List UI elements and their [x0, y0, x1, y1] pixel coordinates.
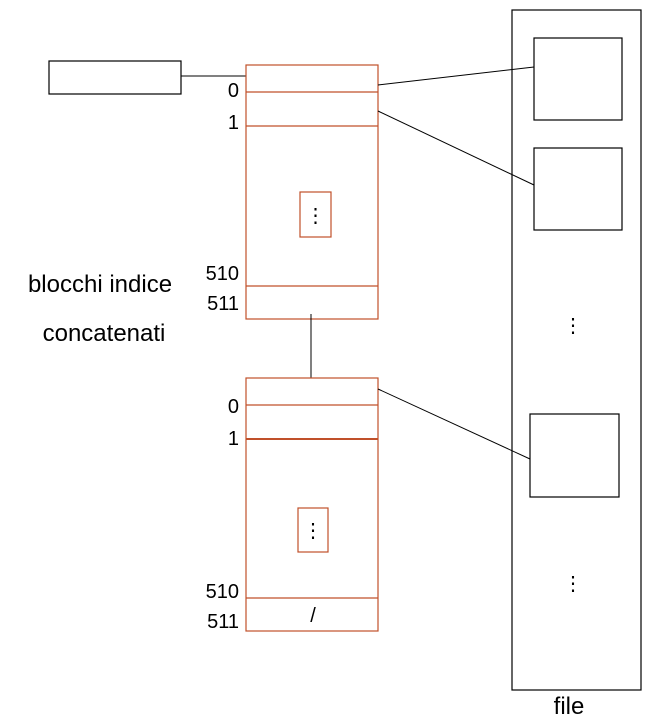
index-block-2: ⋮ / — [245, 377, 379, 632]
file-data-block-3 — [529, 413, 620, 498]
index-block-1-frame — [245, 64, 379, 320]
file-label: file — [554, 693, 585, 720]
index-block-1-label-511: 511 — [207, 293, 239, 315]
index-block-2-ellipsis-box — [297, 507, 329, 553]
file-container — [511, 9, 642, 691]
index-block-1: ⋮ — [245, 64, 379, 320]
file-ellipsis-middle: ⋮ — [563, 315, 583, 337]
index-block-2-label-0: 0 — [228, 396, 239, 418]
file-data-block-1 — [533, 37, 623, 121]
file-data-block-2 — [533, 147, 623, 231]
index-block-1-ellipsis-box — [299, 191, 332, 238]
index-block-1-label-510: 510 — [206, 263, 239, 285]
pointer-block1-entry1 — [377, 110, 535, 186]
caption-line-1: blocchi indice — [28, 271, 172, 298]
index-block-1-label-1: 1 — [228, 112, 239, 134]
pointer-block1-entry0 — [377, 66, 535, 86]
index-block-2-ellipsis: ⋮ — [303, 520, 323, 542]
index-block-2-label-510: 510 — [206, 581, 239, 603]
index-block-2-label-511: 511 — [207, 611, 239, 633]
pointer-block2-entry0 — [377, 388, 531, 460]
caption-line-2: concatenati — [43, 320, 166, 347]
file-ellipsis-bottom: ⋮ — [563, 573, 583, 595]
index-block-1-label-0: 0 — [228, 80, 239, 102]
pointer-box — [48, 60, 182, 95]
index-block-1-ellipsis: ⋮ — [306, 205, 326, 227]
index-block-2-null-marker: / — [310, 605, 316, 627]
index-block-2-label-1: 1 — [228, 428, 239, 450]
index-block-2-frame — [245, 377, 379, 632]
